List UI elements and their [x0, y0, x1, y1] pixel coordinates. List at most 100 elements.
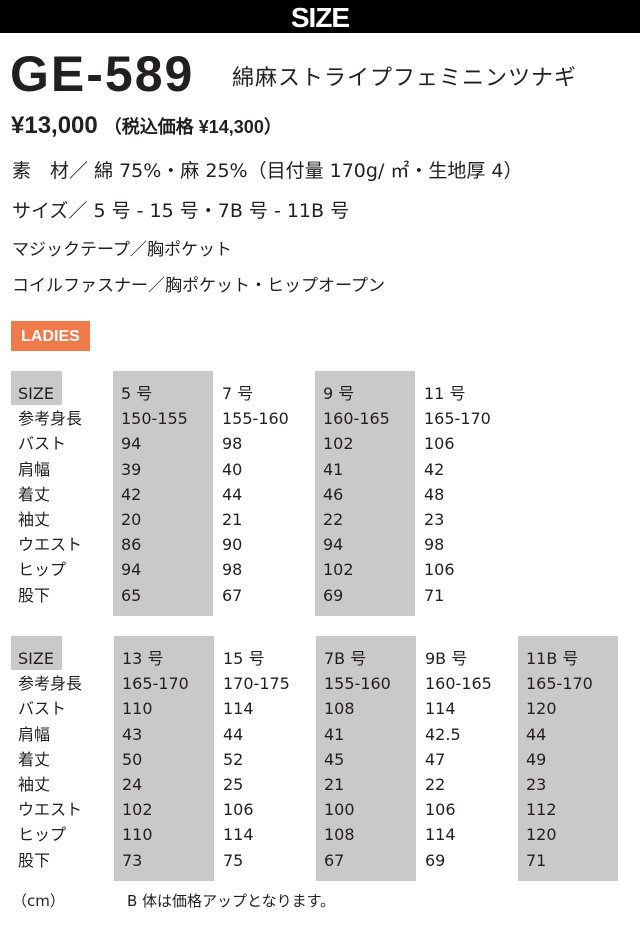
size-header-cell: 7 号	[222, 384, 254, 403]
table-cell: 48	[424, 484, 445, 504]
table-cell: 155-160	[222, 409, 289, 429]
section-header: SIZE	[0, 0, 640, 33]
table-cell: 22	[425, 775, 446, 794]
table-cell: 69	[425, 850, 446, 870]
row-label: 着丈	[18, 749, 51, 769]
row-label: 袖丈	[18, 775, 51, 794]
table-cell: 120	[526, 699, 557, 719]
table-cell: 114	[223, 699, 254, 719]
product-code: GE-589	[10, 46, 195, 102]
table-cell: 44	[223, 724, 244, 744]
table-cell: 67	[222, 585, 243, 605]
table-cell: 114	[223, 825, 254, 845]
table-cell: 71	[526, 850, 547, 870]
size-table-1: SIZE 参考身長 バスト 肩幅 着丈 袖丈 ウエスト ヒップ 股下 5 号 150-155 94 39…	[0, 371, 640, 616]
table-cell: 94	[121, 434, 142, 454]
table-cell: 165-170	[526, 674, 593, 694]
table-cell: 21	[324, 775, 345, 794]
feature-velcro: マジックテープ／胸ポケット	[12, 240, 232, 260]
table-cell: 114	[425, 699, 456, 719]
table-cell: 42.5	[425, 724, 461, 744]
table-cell: 73	[122, 850, 143, 870]
row-label: 股下	[18, 585, 51, 605]
table-cell: 102	[122, 800, 153, 820]
size-header-cell: 9 号	[323, 384, 355, 403]
table-cell: 120	[526, 825, 557, 845]
table-cell: 25	[223, 775, 244, 794]
row-label: ヒップ	[18, 825, 67, 845]
table-cell: 43	[122, 724, 143, 744]
column-shade	[114, 636, 214, 881]
table-cell: 44	[222, 484, 243, 504]
table-cell: 170-175	[223, 674, 290, 694]
table-cell: 150-155	[121, 409, 188, 429]
material: 素 材／ 綿 75%・麻 25%（目付量 170g/ ㎡・生地厚 4）	[12, 160, 523, 182]
product-name: 綿麻ストライプフェミニンツナギ	[232, 66, 578, 91]
table-cell: 44	[526, 724, 547, 744]
table-cell: 112	[526, 800, 557, 820]
table-cell: 110	[122, 699, 153, 719]
size-header-cell: 15 号	[223, 649, 265, 668]
row-label: バスト	[18, 434, 67, 454]
table-cell: 102	[323, 560, 354, 580]
table-cell: 100	[324, 800, 355, 820]
row-label: 参考身長	[18, 674, 83, 694]
price-value: ¥13,000	[11, 112, 98, 139]
row-label: 着丈	[18, 484, 51, 504]
size-header-cell: 5 号	[121, 384, 153, 403]
size-header-cell: 11B 号	[526, 649, 579, 668]
table-cell: 94	[121, 560, 142, 580]
size-header-cell: 11 号	[424, 384, 466, 403]
table-cell: 23	[424, 510, 445, 529]
row-label: 肩幅	[18, 724, 51, 744]
table-cell: 86	[121, 535, 142, 555]
table-cell: 98	[222, 434, 243, 454]
unit-note: （cm）	[12, 892, 65, 910]
table-cell: 65	[121, 585, 142, 605]
table-cell: 110	[122, 825, 153, 845]
table-cell: 106	[424, 434, 455, 454]
table-cell: 23	[526, 775, 547, 794]
table-cell: 106	[424, 560, 455, 580]
ladies-badge: LADIES	[11, 321, 90, 351]
table-cell: 155-160	[324, 674, 391, 694]
table-cell: 160-165	[323, 409, 390, 429]
table-cell: 22	[323, 510, 344, 529]
table-cell: 102	[323, 434, 354, 454]
size-table-2: SIZE 参考身長 バスト 肩幅 着丈 袖丈 ウエスト ヒップ 股下 13 号 165-170 110…	[0, 636, 640, 881]
row-label: ウエスト	[18, 800, 83, 820]
table-cell: 114	[425, 825, 456, 845]
table-cell: 46	[323, 484, 344, 504]
table-cell: 108	[324, 825, 355, 845]
column-shade	[113, 371, 213, 616]
price-with-tax: （税込価格 ¥14,300）	[103, 117, 282, 137]
table-cell: 106	[425, 800, 456, 820]
size-header-cell: 9B 号	[425, 649, 468, 668]
b-size-note: B 体は価格アップとなります。	[127, 892, 336, 910]
table-cell: 165-170	[122, 674, 189, 694]
row-label: 袖丈	[18, 510, 51, 529]
table-cell: 45	[324, 749, 345, 769]
table-cell: 42	[424, 459, 445, 479]
table-cell: 49	[526, 749, 547, 769]
size-label-shade	[11, 636, 62, 670]
row-label: バスト	[18, 699, 67, 719]
table-cell: 40	[222, 459, 243, 479]
table-cell: 47	[425, 749, 446, 769]
table-cell: 94	[323, 535, 344, 555]
size-range: サイズ／ 5 号 - 15 号・7B 号 - 11B 号	[12, 200, 350, 222]
table-cell: 71	[424, 585, 445, 605]
column-shade	[518, 636, 618, 881]
size-header-cell: 13 号	[122, 649, 164, 668]
table-cell: 98	[424, 535, 445, 555]
size-header-cell: 7B 号	[324, 649, 367, 668]
table-cell: 39	[121, 459, 142, 479]
table-cell: 20	[121, 510, 142, 529]
table-cell: 50	[122, 749, 143, 769]
table-cell: 90	[222, 535, 243, 555]
size-label-shade	[11, 371, 62, 405]
row-label: SIZE	[18, 649, 54, 668]
row-label: ヒップ	[18, 560, 67, 580]
feature-zipper: コイルファスナー／胸ポケット・ヒップオープン	[12, 276, 385, 296]
table-cell: 98	[222, 560, 243, 580]
